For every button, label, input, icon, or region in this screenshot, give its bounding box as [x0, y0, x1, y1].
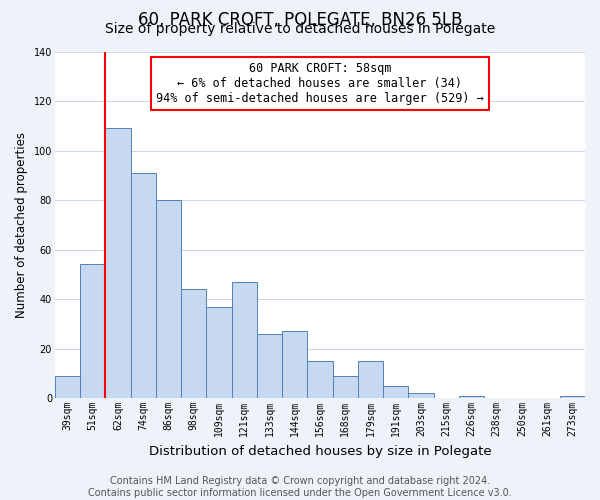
Bar — [358, 361, 383, 398]
Bar — [459, 396, 484, 398]
Bar — [307, 361, 332, 398]
Bar — [156, 200, 181, 398]
Y-axis label: Number of detached properties: Number of detached properties — [15, 132, 28, 318]
Bar — [55, 376, 80, 398]
Bar — [206, 306, 232, 398]
Bar — [560, 396, 585, 398]
Bar — [383, 386, 408, 398]
Text: Size of property relative to detached houses in Polegate: Size of property relative to detached ho… — [105, 22, 495, 36]
Bar — [80, 264, 106, 398]
Bar — [181, 289, 206, 398]
Text: 60 PARK CROFT: 58sqm
← 6% of detached houses are smaller (34)
94% of semi-detach: 60 PARK CROFT: 58sqm ← 6% of detached ho… — [156, 62, 484, 105]
Bar — [332, 376, 358, 398]
Bar — [408, 393, 434, 398]
Bar — [257, 334, 282, 398]
Bar — [232, 282, 257, 398]
Bar — [282, 332, 307, 398]
Text: Contains HM Land Registry data © Crown copyright and database right 2024.
Contai: Contains HM Land Registry data © Crown c… — [88, 476, 512, 498]
X-axis label: Distribution of detached houses by size in Polegate: Distribution of detached houses by size … — [149, 444, 491, 458]
Bar — [131, 173, 156, 398]
Bar — [106, 128, 131, 398]
Text: 60, PARK CROFT, POLEGATE, BN26 5LB: 60, PARK CROFT, POLEGATE, BN26 5LB — [138, 11, 462, 29]
